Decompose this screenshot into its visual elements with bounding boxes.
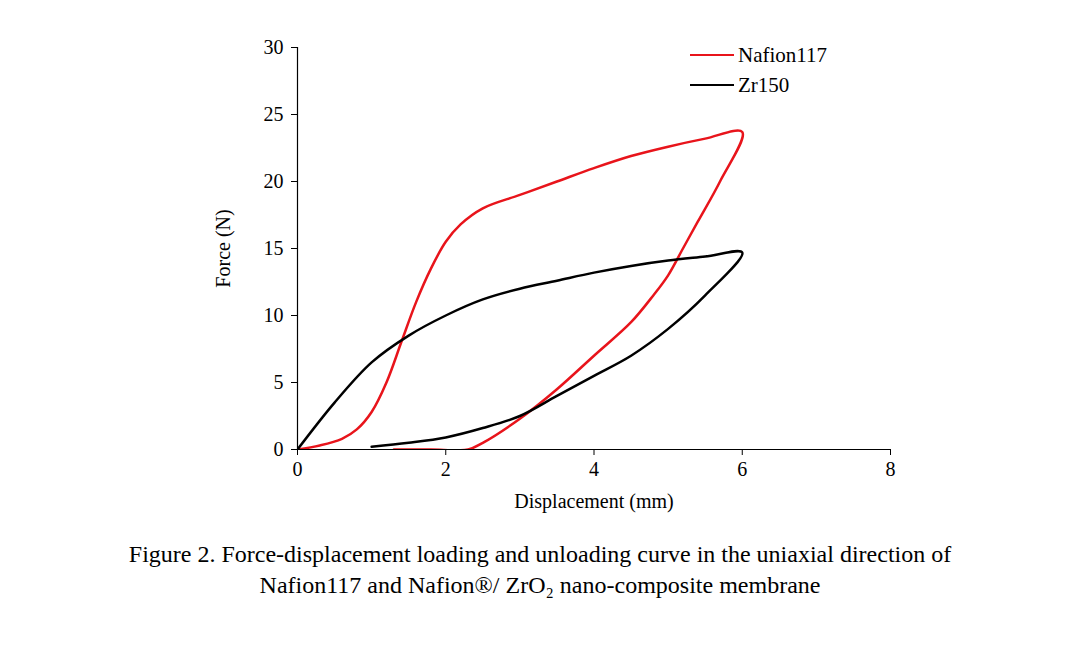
svg-text:20: 20 bbox=[264, 170, 284, 192]
svg-text:5: 5 bbox=[274, 371, 284, 393]
svg-text:0: 0 bbox=[274, 438, 284, 460]
svg-text:30: 30 bbox=[264, 36, 284, 58]
html-text:Figure 2. Force-displacement l: Figure 2. Force-displacement loading and… bbox=[128, 541, 952, 598]
svg-text:Force (N): Force (N) bbox=[212, 209, 235, 287]
svg-text:25: 25 bbox=[264, 103, 284, 125]
svg-text:0: 0 bbox=[293, 458, 303, 480]
svg-text:15: 15 bbox=[264, 237, 284, 259]
svg-text:2: 2 bbox=[441, 458, 451, 480]
svg-text:4: 4 bbox=[589, 458, 599, 480]
svg-text:6: 6 bbox=[737, 458, 747, 480]
svg-text:8: 8 bbox=[886, 458, 896, 480]
html-text:Nafion117: Nafion117 bbox=[738, 42, 827, 67]
svg-text:10: 10 bbox=[264, 304, 284, 326]
svg-text:Displacement (mm): Displacement (mm) bbox=[514, 490, 673, 513]
html-text:Zr150: Zr150 bbox=[738, 72, 790, 97]
